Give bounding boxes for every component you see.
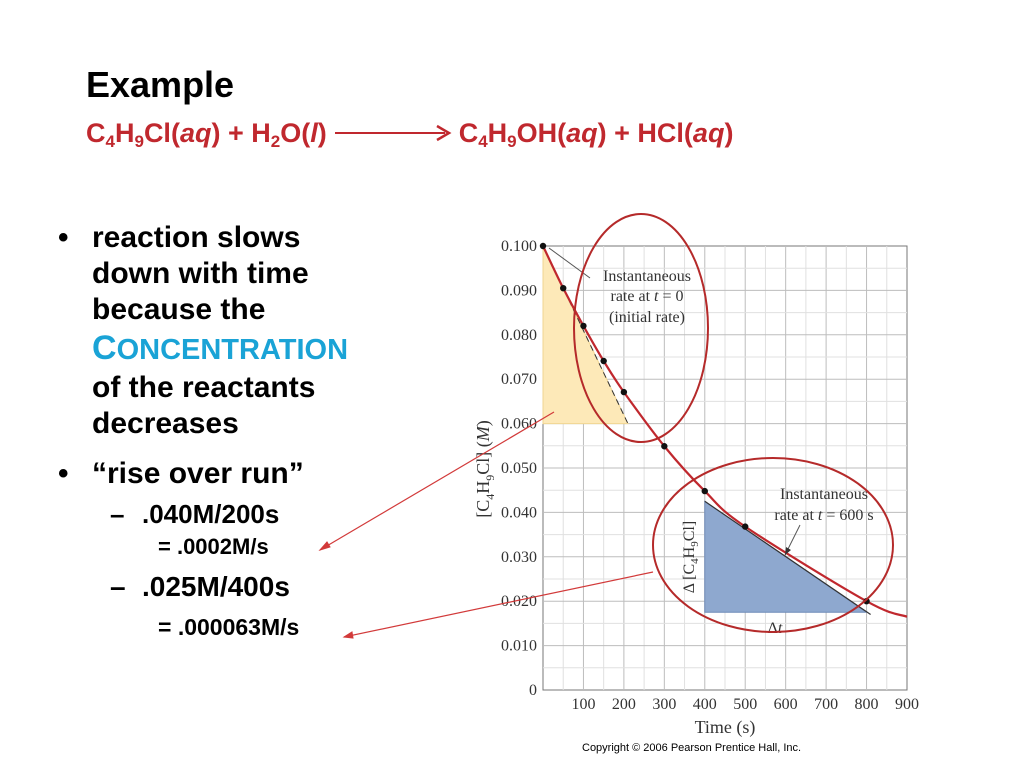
y-tick-label: 0.020	[501, 593, 537, 610]
y-tick-label: 0.040	[501, 504, 537, 521]
bullet-concentration: • reaction slows down with time because …	[56, 220, 386, 442]
data-points	[539, 242, 870, 605]
pointer-arrow-late	[343, 571, 654, 638]
x-axis-label: Time (s)	[695, 717, 756, 738]
data-point	[580, 322, 587, 330]
y-tick-label: 0.010	[501, 638, 537, 655]
x-tick-label: 700	[814, 696, 838, 713]
y-tick-label: 0.100	[501, 238, 537, 255]
initial-rate-triangle	[542, 245, 629, 425]
bullet-rise-over-run: • “rise over run”	[56, 456, 386, 492]
data-point	[600, 357, 607, 365]
y-tick-label: 0.070	[501, 371, 537, 388]
grid	[543, 246, 907, 690]
delta-t-label: Δt	[768, 620, 783, 637]
delta-concentration-label: Δ [C4H9Cl]	[681, 521, 701, 593]
bullet-dot-icon: •	[58, 457, 69, 490]
pointer-arrowhead-initial-icon	[318, 541, 331, 551]
bullet-line: down with time	[92, 257, 309, 290]
reaction-equation: C4H9Cl(aq) + H2O(l) C4H9OH(aq) + HCl(aq)	[86, 118, 734, 151]
data-point	[701, 487, 708, 495]
y-axis-label: [C4H9Cl] (M)	[473, 420, 497, 518]
pointer-arrow-initial	[319, 411, 555, 551]
bullet-line: of the reactants	[92, 371, 316, 404]
rate-600-highlight-circle	[652, 457, 894, 633]
dash-icon: –	[110, 571, 126, 602]
bullet-line: because the	[92, 293, 266, 326]
x-tick-label: 900	[895, 696, 919, 713]
initial-label-leader	[548, 247, 591, 279]
x-tick-label: 600	[774, 696, 798, 713]
slide-title: Example	[86, 64, 235, 105]
reaction-arrow-icon	[334, 124, 452, 142]
x-tick-label: 200	[612, 696, 636, 713]
bullet-line: decreases	[92, 407, 239, 440]
svg-text:(initial rate): (initial rate)	[609, 309, 685, 326]
svg-text:rate at t = 0: rate at t = 0	[610, 288, 683, 305]
bullet-line: “rise over run”	[92, 457, 304, 490]
y-tick-label: 0.090	[501, 282, 537, 299]
svg-text:rate at t = 600 s: rate at t = 600 s	[774, 507, 873, 524]
y-tick-label: 0.030	[501, 549, 537, 566]
sub-item-initial-result: = .0002M/s	[158, 534, 269, 559]
pointer-arrowhead-late-icon	[342, 631, 354, 639]
y-tick-label: 0.060	[501, 416, 537, 433]
initial-rate-label: Instantaneous rate at t = 0 (initial rat…	[603, 268, 691, 326]
dash-icon: –	[110, 499, 125, 529]
tangent-line-600s	[704, 500, 871, 616]
sub-item-late-result: = .000063M/s	[158, 614, 300, 640]
sub-item-initial: – .040M/200s	[110, 499, 280, 529]
data-point	[560, 284, 567, 292]
bullet-dot-icon: •	[58, 221, 69, 254]
y-tick-label: 0	[529, 682, 537, 699]
initial-rate-highlight-circle	[573, 213, 709, 443]
bullet-list: • reaction slows down with time because …	[56, 220, 386, 641]
rate-600-arrowhead-icon	[785, 547, 791, 555]
data-point	[620, 388, 628, 396]
x-tick-label: 400	[693, 696, 717, 713]
axis-ticks: 0 0.010 0.020 0.030 0.040 0.050 0.060 0.070 0.08…	[501, 238, 919, 713]
x-tick-label: 800	[855, 696, 879, 713]
copyright-notice: Copyright © 2006 Pearson Prentice Hall, …	[582, 742, 802, 754]
x-tick-label: 300	[652, 696, 676, 713]
y-tick-label: 0.050	[501, 460, 537, 477]
concentration-word: CONCENTRATION	[92, 329, 349, 367]
sub-item-late: – .025M/400s	[110, 571, 290, 602]
rate-600-label: Instantaneous rate at t = 600 s	[774, 486, 873, 524]
bullet-line: reaction slows	[92, 221, 301, 254]
svg-text:Instantaneous: Instantaneous	[780, 486, 868, 503]
data-point	[661, 443, 668, 450]
svg-text:Instantaneous: Instantaneous	[603, 268, 691, 285]
x-tick-label: 500	[733, 696, 757, 713]
data-point	[539, 242, 547, 250]
x-tick-label: 100	[571, 696, 595, 713]
data-point	[742, 523, 749, 530]
y-tick-label: 0.080	[501, 327, 537, 344]
